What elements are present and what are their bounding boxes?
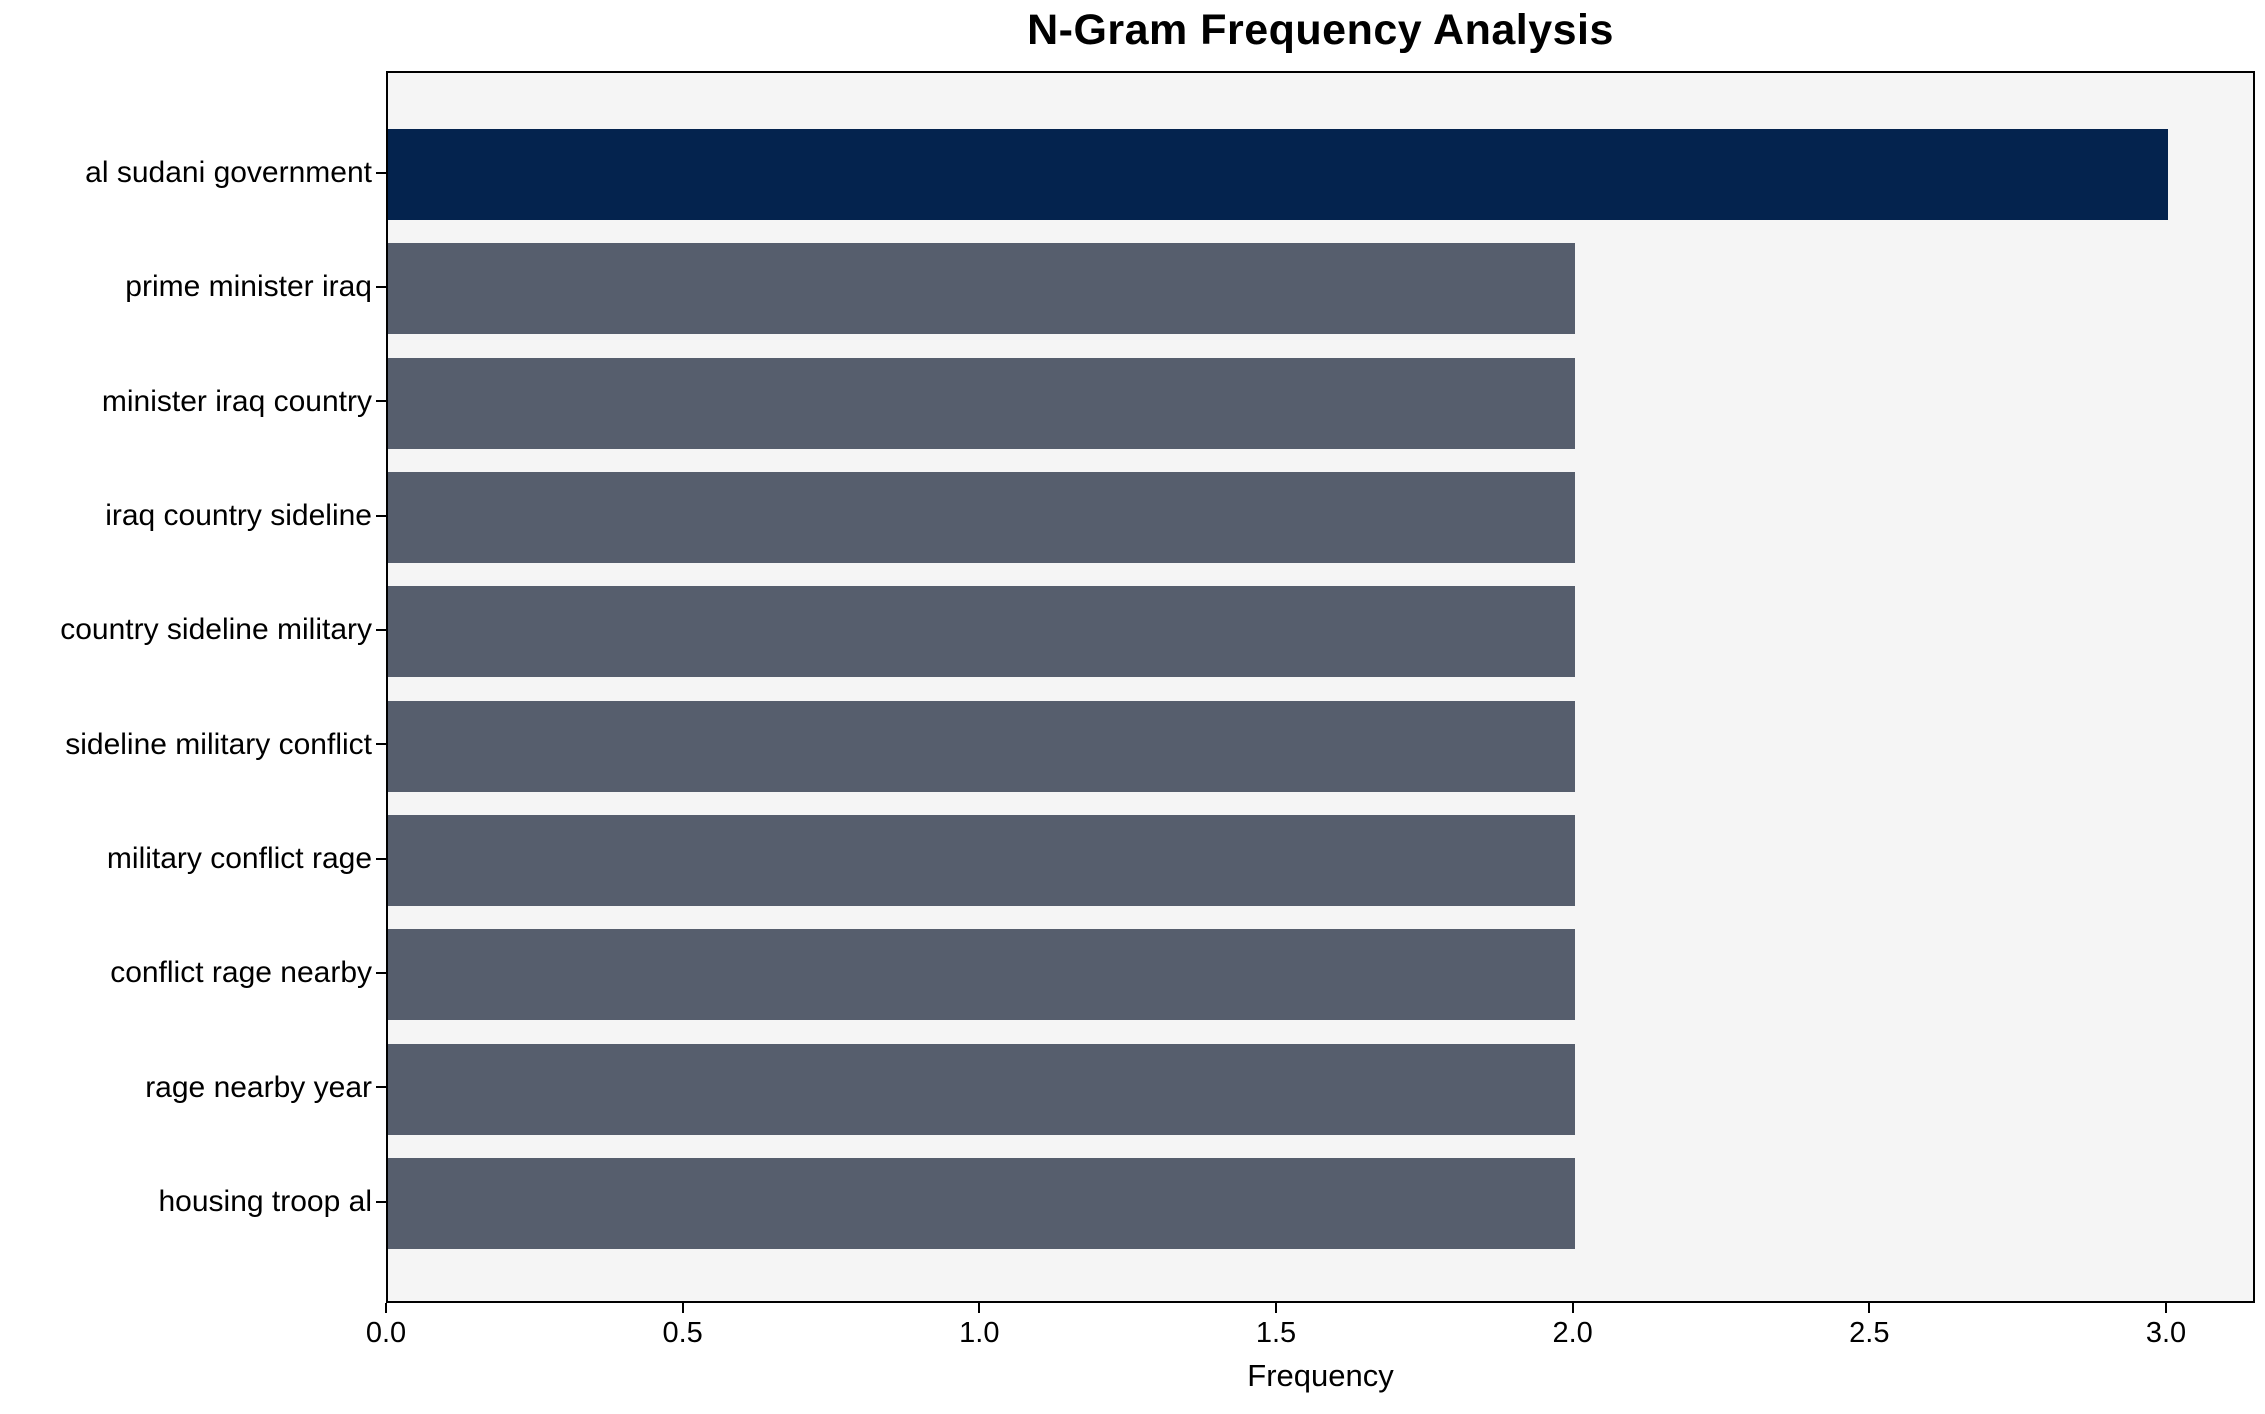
plot-area bbox=[386, 71, 2255, 1303]
bar-minister-iraq-country bbox=[388, 357, 1575, 449]
x-axis-label: Frequency bbox=[1247, 1358, 1394, 1393]
y-tick-mark bbox=[376, 400, 386, 403]
y-tick-mark bbox=[376, 171, 386, 174]
y-tick-mark bbox=[376, 285, 386, 288]
x-tick-mark bbox=[385, 1303, 387, 1313]
x-tick-label: 1.0 bbox=[959, 1317, 1000, 1349]
x-tick-mark bbox=[2165, 1303, 2167, 1313]
bar-housing-troop-al bbox=[388, 1158, 1575, 1249]
bar-sideline-military-conflict bbox=[388, 700, 1575, 792]
x-tick-mark bbox=[681, 1303, 684, 1313]
x-tick-label: 0.0 bbox=[365, 1317, 407, 1349]
y-tick-label: al sudani government bbox=[85, 156, 372, 189]
y-tick-mark bbox=[376, 1200, 386, 1203]
y-tick-label: rage nearby year bbox=[145, 1070, 372, 1104]
y-tick-mark bbox=[376, 743, 386, 746]
bar-rage-nearby-year bbox=[388, 1043, 1575, 1135]
y-tick-mark bbox=[376, 971, 386, 974]
bar-conflict-rage-nearby bbox=[388, 929, 1575, 1021]
x-tick-label: 3.0 bbox=[2145, 1317, 2187, 1349]
x-tick-label: 0.5 bbox=[662, 1317, 703, 1349]
y-tick-label: housing troop al bbox=[158, 1185, 373, 1218]
bar-country-sideline-military bbox=[388, 586, 1575, 678]
bar-prime-minister-iraq bbox=[388, 243, 1575, 335]
y-tick-label: military conflict rage bbox=[106, 842, 372, 875]
x-tick-label: 2.5 bbox=[1849, 1317, 1890, 1349]
bar-military-conflict-rage bbox=[388, 815, 1575, 906]
x-tick-label: 1.5 bbox=[1255, 1317, 1297, 1349]
chart-title: N-Gram Frequency Analysis bbox=[1027, 6, 1614, 54]
x-tick-mark bbox=[978, 1303, 981, 1313]
x-tick-mark bbox=[1868, 1303, 1871, 1313]
x-tick-mark bbox=[1275, 1303, 1277, 1313]
y-tick-label: country sideline military bbox=[60, 613, 372, 647]
bar-al-sudani-government bbox=[388, 129, 2168, 220]
y-tick-label: sideline military conflict bbox=[65, 727, 372, 761]
y-tick-mark bbox=[376, 857, 386, 860]
y-tick-label: conflict rage nearby bbox=[110, 956, 372, 990]
y-tick-mark bbox=[376, 514, 386, 517]
y-tick-label: minister iraq country bbox=[101, 384, 372, 418]
bar-iraq-country-sideline bbox=[388, 472, 1575, 563]
y-tick-mark bbox=[376, 628, 386, 631]
y-tick-label: iraq country sideline bbox=[105, 499, 372, 532]
x-tick-label: 2.0 bbox=[1552, 1317, 1593, 1349]
x-tick-mark bbox=[1571, 1303, 1574, 1313]
y-tick-label: prime minister iraq bbox=[125, 270, 372, 304]
y-tick-mark bbox=[376, 1086, 386, 1089]
